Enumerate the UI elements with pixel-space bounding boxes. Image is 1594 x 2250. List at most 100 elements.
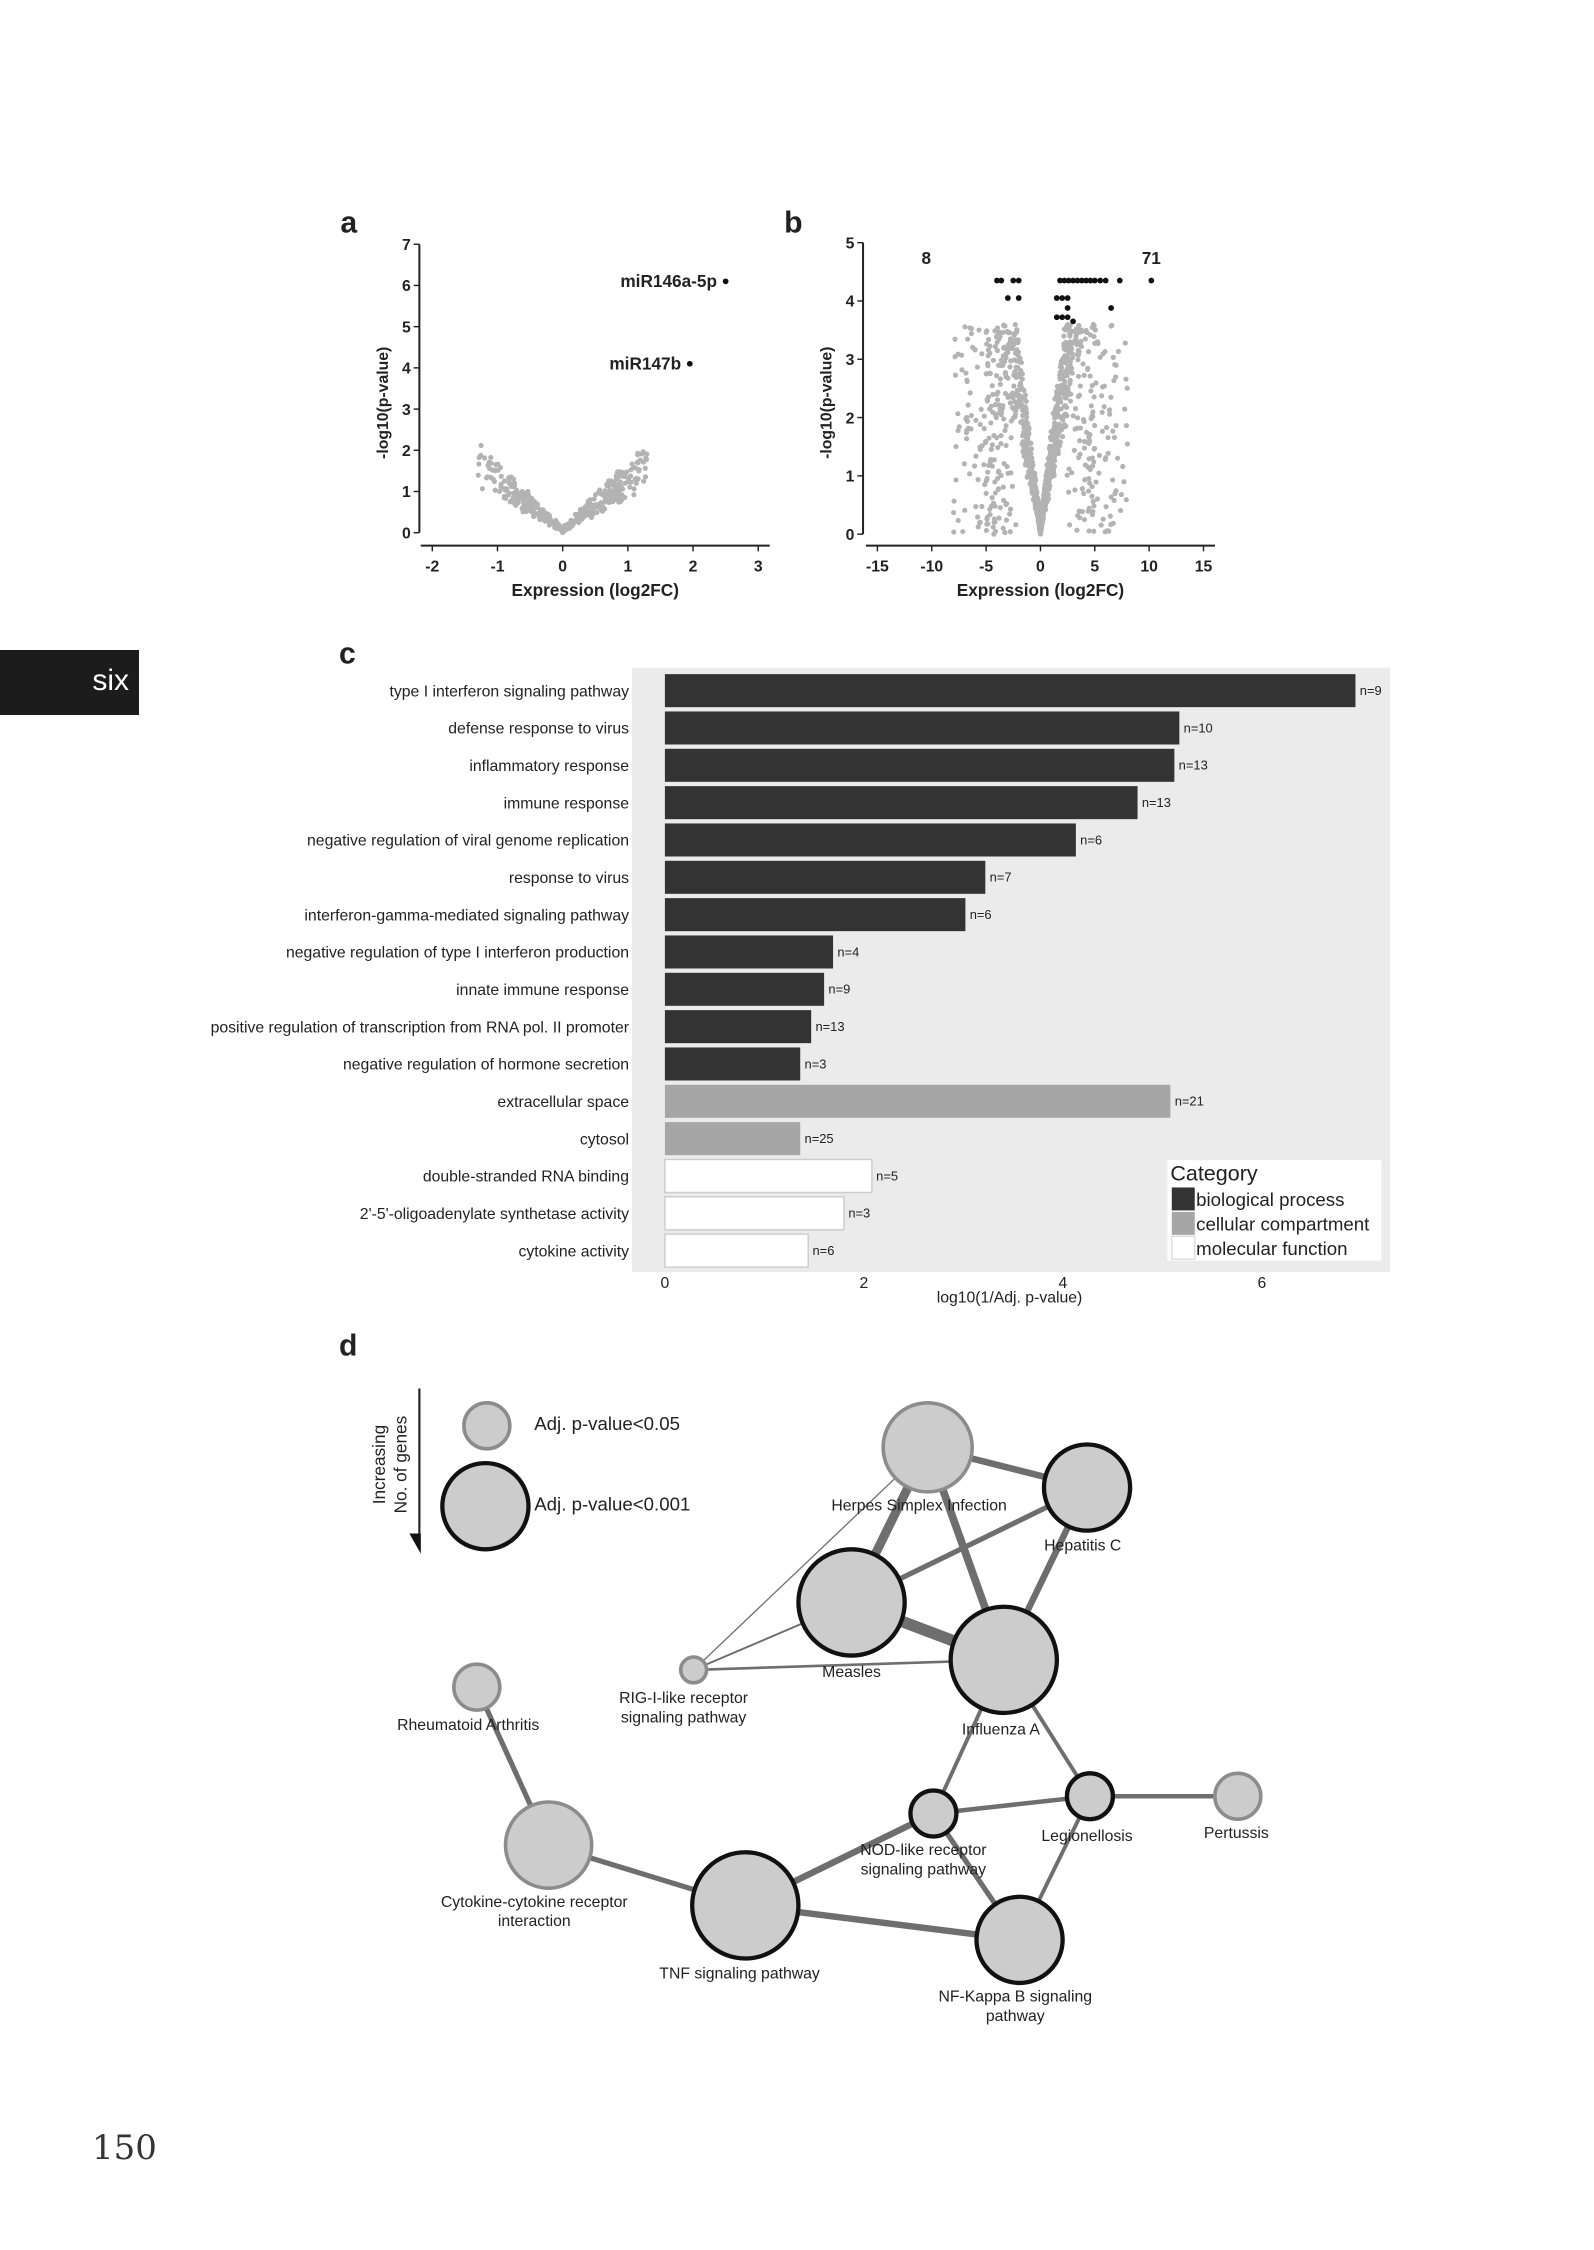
data-point: [622, 480, 628, 486]
data-point: [1072, 406, 1079, 412]
data-point: [1076, 349, 1082, 355]
data-point: [1109, 322, 1115, 328]
panel-label-d: d: [339, 1329, 357, 1362]
legend-node-large: [440, 1460, 531, 1552]
data-point: [1061, 341, 1067, 347]
y-tick-label: 3: [402, 402, 411, 419]
data-point: [1087, 373, 1093, 379]
data-point: [1002, 529, 1008, 536]
data-point: [642, 465, 648, 471]
data-point: [1051, 420, 1058, 426]
data-point: [604, 481, 610, 487]
node-label: RIG-I-like receptor: [619, 1690, 748, 1707]
network-node: [908, 1788, 959, 1839]
significant-point: [1070, 318, 1076, 325]
data-point: [1123, 376, 1129, 382]
data-point: [967, 390, 973, 396]
data-point: [996, 410, 1002, 416]
data-point: [955, 517, 961, 524]
y-axis-label: -log10(p-value): [818, 347, 835, 459]
data-point: [951, 498, 957, 504]
data-point: [963, 430, 970, 436]
data-point: [634, 459, 640, 465]
data-point: [491, 479, 498, 485]
data-point: [1072, 487, 1078, 493]
count-annotation: 71: [1142, 248, 1162, 268]
data-point: [1085, 349, 1092, 355]
data-point: [1090, 321, 1096, 327]
data-point: [990, 357, 996, 363]
data-point: [1048, 467, 1054, 473]
data-point: [1015, 352, 1021, 359]
data-point: [1091, 333, 1097, 340]
data-point: [989, 383, 995, 389]
data-point: [972, 347, 978, 353]
data-point: [994, 339, 1000, 345]
data-point: [481, 455, 488, 461]
data-point: [1020, 433, 1026, 439]
data-point: [993, 414, 999, 421]
data-point: [1122, 406, 1128, 412]
chapter-tab: six: [0, 650, 139, 715]
network-node: [452, 1662, 502, 1712]
data-point: [1099, 409, 1105, 415]
legend-swatch: [1171, 1187, 1195, 1211]
data-point: [1075, 373, 1082, 379]
node-label: Hepatitis C: [1044, 1538, 1121, 1555]
data-point: [1025, 455, 1031, 461]
significant-point: [1064, 305, 1071, 311]
data-point: [1117, 507, 1124, 513]
data-point: [1091, 446, 1097, 452]
data-point: [997, 334, 1003, 340]
data-point: [976, 327, 982, 333]
page-number: 150: [92, 2128, 157, 2168]
data-point: [619, 470, 626, 476]
data-point: [1059, 434, 1066, 440]
data-point: [1007, 511, 1013, 517]
bar: [664, 935, 834, 969]
data-point: [1076, 322, 1082, 329]
x-tick-label: 0: [1036, 558, 1045, 575]
data-point: [1014, 327, 1020, 333]
data-point: [1099, 393, 1105, 399]
data-point: [998, 472, 1004, 479]
x-tick-label: 4: [1059, 1275, 1068, 1292]
data-point: [596, 503, 602, 509]
data-point: [507, 499, 513, 505]
data-point: [1066, 345, 1073, 352]
data-point: [984, 397, 990, 403]
data-point: [1021, 424, 1027, 431]
y-tick-label: 0: [402, 525, 411, 542]
data-point: [982, 438, 989, 444]
network-node: [948, 1604, 1060, 1716]
data-point: [985, 469, 991, 475]
data-point: [1115, 348, 1122, 355]
data-point: [984, 516, 990, 522]
data-point: [615, 494, 621, 500]
y-axis-label: -log10(p-value): [375, 347, 392, 459]
data-point: [965, 425, 971, 431]
significant-point: [1087, 277, 1094, 284]
network-node: [1041, 1442, 1133, 1533]
data-point: [973, 417, 979, 423]
count-annotation: 8: [922, 248, 932, 268]
data-point: [997, 504, 1003, 511]
data-point: [1026, 449, 1032, 455]
data-point: [611, 497, 617, 503]
y-tick-label: 2: [402, 443, 411, 460]
bar-term-label: interferon-gamma-mediated signaling path…: [304, 907, 629, 924]
significant-point: [1108, 305, 1114, 311]
labeled-point: [722, 278, 729, 285]
data-point: [1089, 414, 1095, 420]
data-point: [624, 469, 630, 475]
data-point: [979, 503, 985, 510]
data-point: [976, 520, 983, 526]
data-point: [1057, 385, 1064, 392]
data-point: [1094, 496, 1101, 502]
bar-term-label: 2'-5'-oligoadenylate synthetase activity: [360, 1206, 629, 1223]
data-point: [1066, 390, 1072, 396]
data-point: [974, 364, 981, 370]
legend-entry: cellular compartment: [1196, 1214, 1370, 1235]
x-tick-label: 0: [558, 558, 567, 575]
